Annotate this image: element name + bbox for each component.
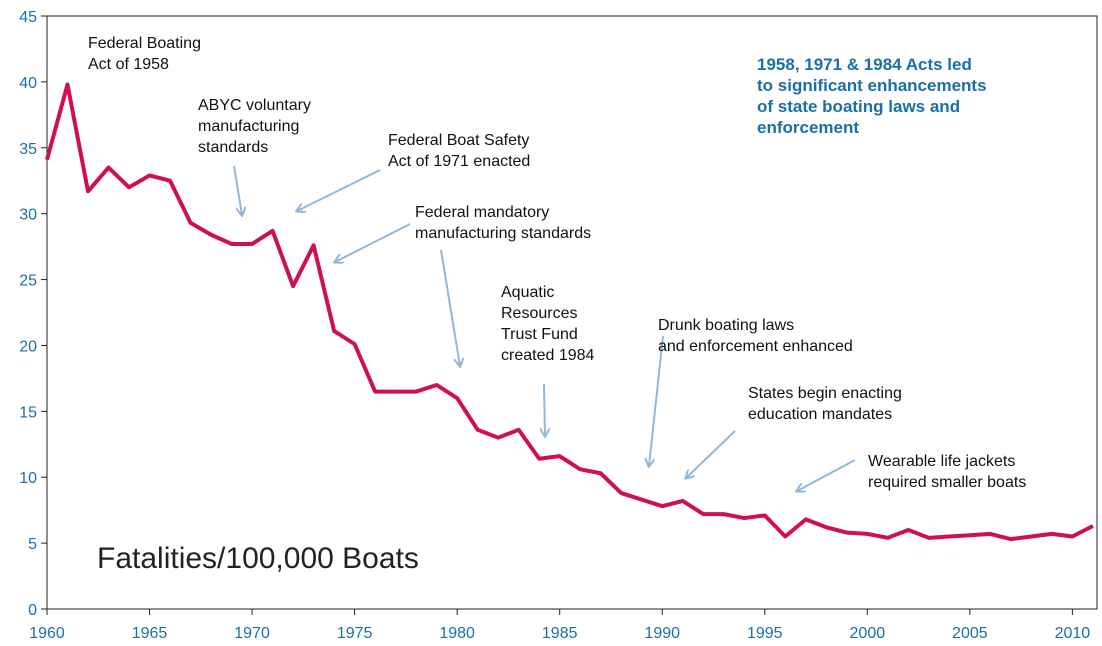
arrow	[440, 249, 460, 366]
annotation: Drunk boating laws	[658, 317, 794, 334]
annotation: required smaller boats	[868, 474, 1026, 491]
arrow	[544, 383, 545, 436]
y-tick-label: 15	[19, 404, 37, 421]
annotation: Aquatic	[501, 284, 554, 301]
note: enforcement	[757, 118, 859, 137]
annotation: Federal Boating	[88, 35, 201, 52]
y-tick-label: 5	[28, 536, 37, 553]
annotation: manufacturing standards	[415, 225, 591, 242]
note: of state boating laws and	[757, 97, 960, 116]
annotation: States begin enacting	[748, 385, 902, 402]
annotation: ABYC voluntary	[198, 97, 311, 114]
x-tick-label: 1990	[644, 625, 680, 642]
annotation: Federal mandatory	[415, 204, 549, 221]
note: 1958, 1971 & 1984 Acts led	[757, 55, 972, 74]
y-tick-label: 40	[19, 75, 37, 92]
x-tick-label: 1985	[542, 625, 578, 642]
x-tick-label: 1980	[439, 625, 475, 642]
arrow	[797, 459, 856, 491]
note: to significant enhancements	[757, 76, 987, 95]
annotation: manufacturing	[198, 118, 299, 135]
y-tick-label: 25	[19, 273, 37, 290]
data-line	[45, 82, 1094, 542]
annotation: Wearable life jackets	[868, 453, 1015, 470]
annotation: and enforcement enhanced	[658, 338, 853, 355]
annotation: created 1984	[501, 347, 595, 364]
y-tick-label: 30	[19, 207, 37, 224]
annotation: Trust Fund	[501, 326, 578, 343]
annotation: Act of 1958	[88, 56, 169, 73]
y-tick-label: 10	[19, 470, 37, 487]
x-tick-label: 2010	[1055, 625, 1091, 642]
x-tick-label: 1965	[132, 625, 168, 642]
y-tick-label: 35	[19, 141, 37, 158]
annotation: Federal Boat Safety	[388, 132, 529, 149]
chart-label: Fatalities/100,000 Boats	[97, 542, 419, 575]
arrow	[233, 165, 242, 215]
annotation: Act of 1971 enacted	[388, 153, 530, 170]
plot-frame	[46, 15, 1098, 610]
arrow	[297, 169, 381, 211]
annotation: education mandates	[748, 406, 892, 423]
x-tick-label: 2005	[952, 625, 988, 642]
x-tick-label: 1975	[337, 625, 373, 642]
y-tick-label: 0	[28, 602, 37, 619]
x-tick-label: 2000	[850, 625, 886, 642]
arrow	[335, 223, 411, 262]
x-tick-label: 1995	[747, 625, 783, 642]
x-tick-label: 1970	[234, 625, 270, 642]
annotation: standards	[198, 139, 268, 156]
arrows	[233, 165, 856, 491]
y-tick-label: 45	[19, 9, 37, 26]
y-tick-label: 20	[19, 338, 37, 355]
annotation: Resources	[501, 305, 577, 322]
arrow	[686, 430, 736, 478]
arrow	[649, 335, 664, 466]
x-tick-label: 1960	[29, 625, 65, 642]
